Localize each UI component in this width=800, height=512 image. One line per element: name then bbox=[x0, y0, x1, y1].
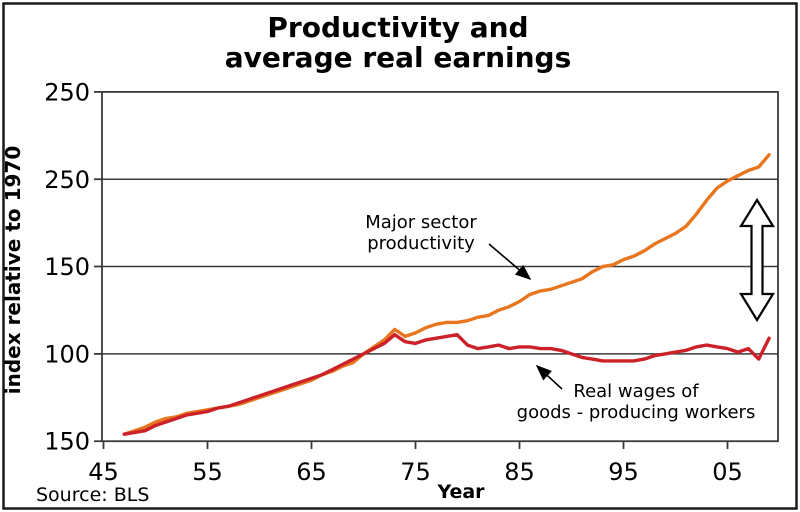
x-tick-label-45: 45 bbox=[88, 458, 119, 486]
wages-annotation: Real wages of goods - producing workers bbox=[517, 364, 756, 423]
gap-double-arrow bbox=[739, 197, 775, 323]
x-tick-label-85: 85 bbox=[504, 458, 535, 486]
y-tick-label-4: 150 bbox=[44, 428, 90, 456]
x-axis-tick-labels: 45 55 65 75 85 95 05 bbox=[88, 458, 743, 486]
y-axis-tick-labels: 250 250 150 100 150 bbox=[44, 79, 90, 456]
chart-title-line2: average real earnings bbox=[225, 41, 572, 74]
y-axis-title: index relative to 1970 bbox=[1, 146, 25, 395]
y-tick-label-1: 250 bbox=[44, 166, 90, 194]
productivity-annotation: Major sector productivity bbox=[365, 212, 532, 281]
source-note: Source: BLS bbox=[36, 484, 149, 506]
horizontal-gridlines bbox=[102, 178, 778, 355]
wages-annotation-line2: goods - producing workers bbox=[517, 402, 756, 423]
wages-line bbox=[122, 333, 771, 436]
y-tick-label-3: 100 bbox=[44, 340, 90, 368]
x-tick-label-55: 55 bbox=[192, 458, 223, 486]
productivity-annotation-line2: productivity bbox=[367, 233, 475, 254]
productivity-annotation-arrow bbox=[488, 243, 532, 281]
wages-annotation-line1: Real wages of bbox=[573, 381, 699, 402]
x-axis-title: Year bbox=[436, 481, 485, 503]
x-tick-label-95: 95 bbox=[608, 458, 639, 486]
chart-title-line1: Productivity and bbox=[267, 11, 528, 44]
y-tick-marks bbox=[94, 91, 102, 443]
y-tick-label-0: 250 bbox=[44, 79, 90, 107]
wages-annotation-arrow bbox=[535, 364, 563, 390]
x-tick-label-05: 05 bbox=[712, 458, 743, 486]
x-tick-marks bbox=[102, 441, 729, 449]
x-tick-label-65: 65 bbox=[296, 458, 327, 486]
productivity-annotation-line1: Major sector bbox=[365, 212, 477, 233]
y-tick-label-2: 150 bbox=[44, 253, 90, 281]
x-tick-label-75: 75 bbox=[400, 458, 431, 486]
